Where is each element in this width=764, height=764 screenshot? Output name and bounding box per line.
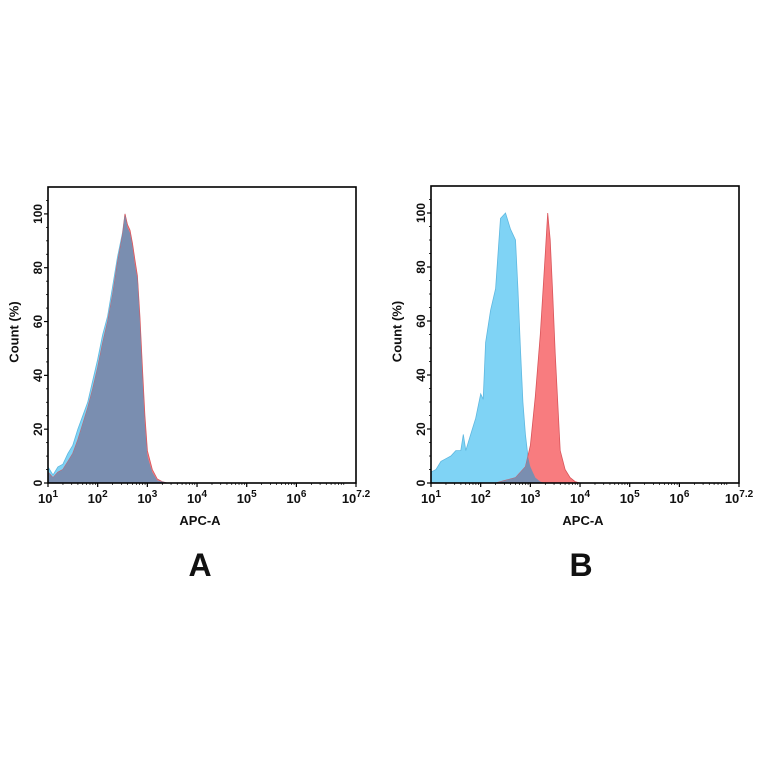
y-tick-label: 0 (414, 479, 428, 486)
y-tick-label: 40 (414, 368, 428, 382)
axes: 0 20 40 60 80 100 101 102 103 104 105 106 107.2 APC-A… (7, 186, 371, 528)
y-tick-label: 60 (31, 315, 45, 329)
x-tick-label: 102 (88, 489, 108, 506)
x-axis-title: APC-A (179, 513, 221, 528)
x-axis-title: APC-A (562, 513, 604, 528)
x-tick-label: 105 (237, 489, 257, 506)
x-tick-label: 101 (421, 489, 441, 506)
x-tick-label: 104 (570, 489, 590, 506)
overlap-region (48, 216, 168, 483)
y-tick-label: 100 (414, 203, 428, 223)
x-tick-label: 102 (471, 489, 491, 506)
panel-label-b: B (569, 547, 593, 583)
x-tick-label: 107.2 (342, 489, 371, 506)
histogram-panel-a: 0 20 40 60 80 100 101 102 103 104 105 106 107.2 APC-A… (7, 186, 371, 528)
panel-label-a: A (188, 547, 212, 583)
y-axis-title: Count (%) (7, 301, 22, 362)
y-tick-label: 80 (31, 261, 45, 275)
x-tick-label: 103 (137, 489, 157, 506)
y-tick-label: 100 (31, 204, 45, 224)
x-tick-label: 106 (286, 489, 306, 506)
y-tick-label: 20 (31, 422, 45, 436)
axes: 0 20 40 60 80 100 101 102 103 104 105 106 107.2 APC-A… (390, 185, 754, 528)
x-tick-label: 105 (620, 489, 640, 506)
y-tick-label: 20 (414, 422, 428, 436)
x-tick-label: 104 (187, 489, 207, 506)
y-tick-label: 40 (31, 368, 45, 382)
x-tick-label: 106 (669, 489, 689, 506)
histogram-panel-b: 0 20 40 60 80 100 101 102 103 104 105 106 107.2 APC-A… (390, 185, 754, 528)
negative-control-histogram (431, 212, 546, 483)
x-tick-label: 107.2 (725, 489, 754, 506)
y-axis-title: Count (%) (390, 301, 405, 362)
x-tick-label: 101 (38, 489, 58, 506)
y-tick-label: 0 (31, 479, 45, 486)
overlap-region (495, 456, 546, 483)
x-tick-label: 103 (520, 489, 540, 506)
y-tick-label: 80 (414, 260, 428, 274)
y-tick-label: 60 (414, 314, 428, 328)
